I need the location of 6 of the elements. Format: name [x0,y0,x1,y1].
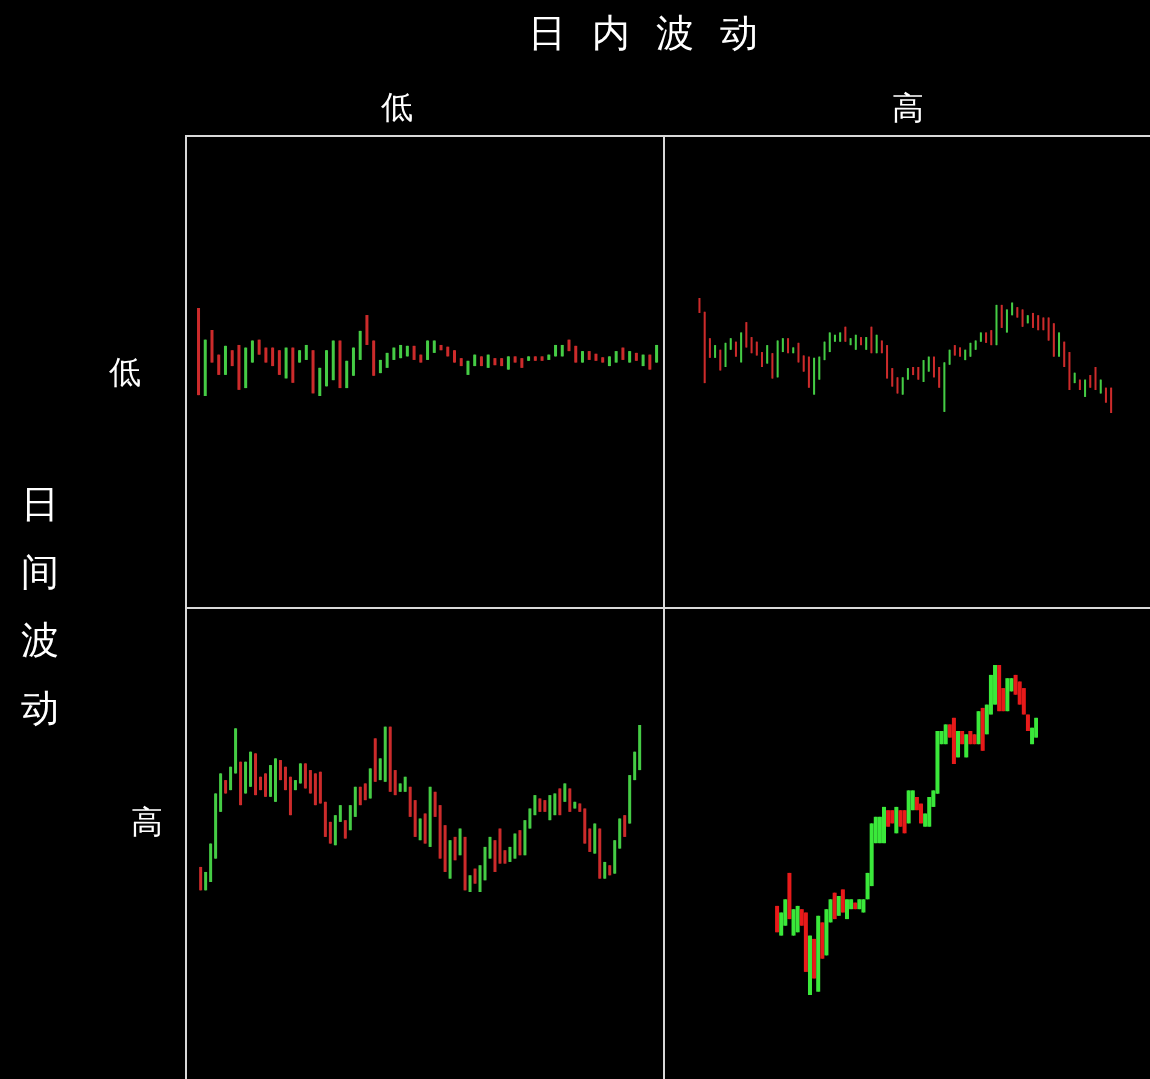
y-axis-title: 低 [109,353,141,391]
text: 日内波动 [528,11,784,55]
y-axis-title: 高 [131,803,163,841]
chart-title: 低 [381,88,413,126]
text: 日间波动 [21,481,59,732]
chart-title: 高 [892,89,924,127]
